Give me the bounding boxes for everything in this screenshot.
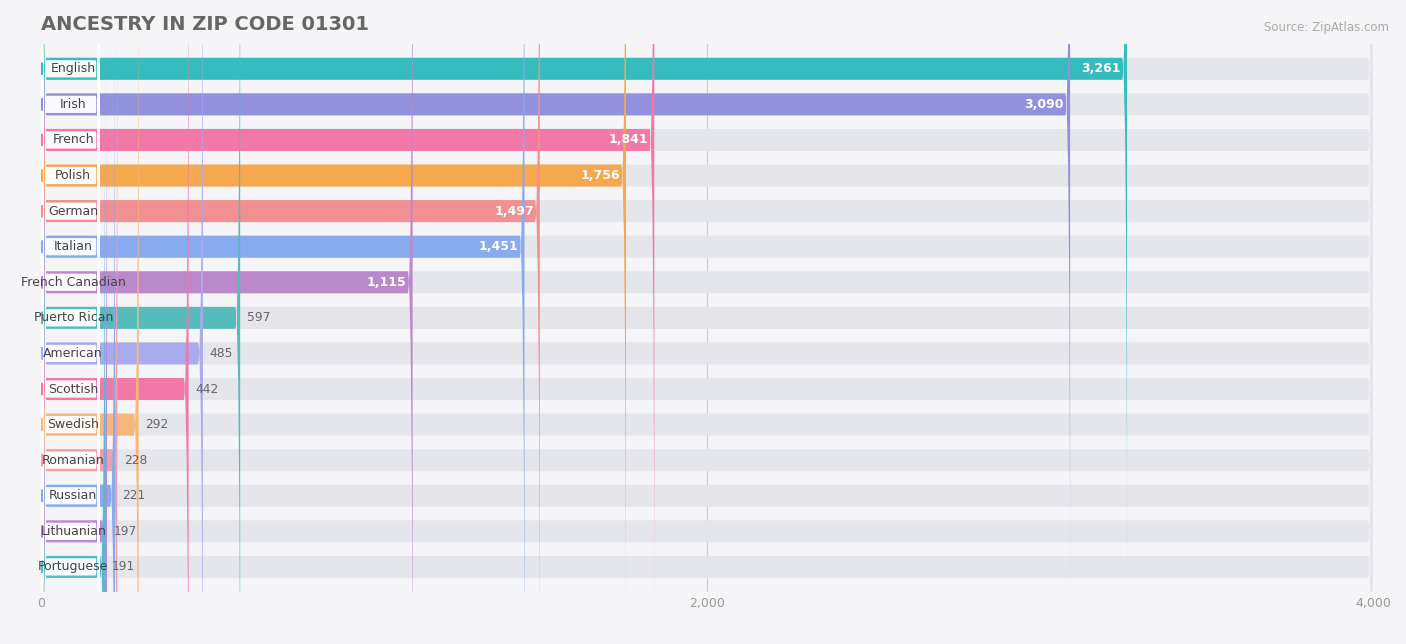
Text: 221: 221: [122, 489, 145, 502]
Text: Source: ZipAtlas.com: Source: ZipAtlas.com: [1264, 21, 1389, 33]
FancyBboxPatch shape: [41, 0, 1374, 644]
Text: 3,261: 3,261: [1081, 62, 1121, 75]
FancyBboxPatch shape: [41, 0, 1374, 644]
FancyBboxPatch shape: [41, 113, 100, 644]
FancyBboxPatch shape: [41, 0, 139, 644]
FancyBboxPatch shape: [41, 0, 524, 644]
Text: 485: 485: [209, 347, 233, 360]
Text: German: German: [48, 205, 98, 218]
Text: French: French: [52, 133, 94, 146]
Text: ANCESTRY IN ZIP CODE 01301: ANCESTRY IN ZIP CODE 01301: [41, 15, 370, 34]
FancyBboxPatch shape: [41, 0, 1374, 644]
FancyBboxPatch shape: [41, 0, 1374, 644]
Text: Russian: Russian: [49, 489, 97, 502]
FancyBboxPatch shape: [41, 8, 1374, 644]
FancyBboxPatch shape: [41, 0, 188, 644]
FancyBboxPatch shape: [41, 0, 115, 644]
FancyBboxPatch shape: [41, 0, 100, 644]
FancyBboxPatch shape: [41, 0, 100, 644]
FancyBboxPatch shape: [41, 0, 117, 644]
FancyBboxPatch shape: [41, 0, 100, 487]
Text: English: English: [51, 62, 96, 75]
FancyBboxPatch shape: [41, 0, 100, 558]
Text: 442: 442: [195, 383, 218, 395]
Text: American: American: [44, 347, 103, 360]
FancyBboxPatch shape: [41, 0, 100, 644]
FancyBboxPatch shape: [41, 149, 100, 644]
FancyBboxPatch shape: [41, 0, 654, 644]
Text: 197: 197: [114, 525, 136, 538]
Text: Irish: Irish: [60, 98, 87, 111]
Text: 597: 597: [247, 311, 270, 325]
FancyBboxPatch shape: [41, 8, 107, 644]
FancyBboxPatch shape: [41, 0, 100, 523]
FancyBboxPatch shape: [41, 42, 100, 644]
FancyBboxPatch shape: [41, 44, 105, 644]
FancyBboxPatch shape: [41, 0, 100, 594]
FancyBboxPatch shape: [41, 0, 1374, 644]
Text: 191: 191: [111, 560, 135, 573]
FancyBboxPatch shape: [41, 0, 1374, 644]
Text: French Canadian: French Canadian: [21, 276, 125, 289]
FancyBboxPatch shape: [41, 0, 100, 629]
FancyBboxPatch shape: [41, 0, 1374, 644]
FancyBboxPatch shape: [41, 0, 1374, 627]
Text: 1,756: 1,756: [581, 169, 620, 182]
FancyBboxPatch shape: [41, 44, 1374, 644]
FancyBboxPatch shape: [41, 0, 412, 644]
FancyBboxPatch shape: [41, 0, 1374, 644]
Text: Lithuanian: Lithuanian: [41, 525, 105, 538]
FancyBboxPatch shape: [41, 0, 100, 644]
Text: 1,497: 1,497: [494, 205, 534, 218]
Text: Italian: Italian: [53, 240, 93, 253]
FancyBboxPatch shape: [41, 6, 100, 644]
FancyBboxPatch shape: [41, 0, 1374, 591]
Text: Romanian: Romanian: [42, 453, 104, 467]
Text: 1,115: 1,115: [367, 276, 406, 289]
FancyBboxPatch shape: [41, 0, 1374, 644]
Text: 292: 292: [145, 418, 169, 431]
Text: 1,841: 1,841: [609, 133, 648, 146]
FancyBboxPatch shape: [41, 0, 240, 644]
FancyBboxPatch shape: [41, 0, 100, 644]
Text: 3,090: 3,090: [1025, 98, 1064, 111]
Text: Portuguese: Portuguese: [38, 560, 108, 573]
FancyBboxPatch shape: [41, 0, 1374, 644]
FancyBboxPatch shape: [41, 0, 540, 644]
FancyBboxPatch shape: [41, 0, 1128, 591]
Text: Scottish: Scottish: [48, 383, 98, 395]
FancyBboxPatch shape: [41, 77, 100, 644]
Text: Polish: Polish: [55, 169, 91, 182]
FancyBboxPatch shape: [41, 0, 1374, 644]
Text: Swedish: Swedish: [48, 418, 100, 431]
Text: Puerto Rican: Puerto Rican: [34, 311, 112, 325]
FancyBboxPatch shape: [41, 0, 626, 644]
FancyBboxPatch shape: [41, 0, 1070, 627]
FancyBboxPatch shape: [41, 0, 202, 644]
Text: 1,451: 1,451: [478, 240, 519, 253]
Text: 228: 228: [124, 453, 148, 467]
